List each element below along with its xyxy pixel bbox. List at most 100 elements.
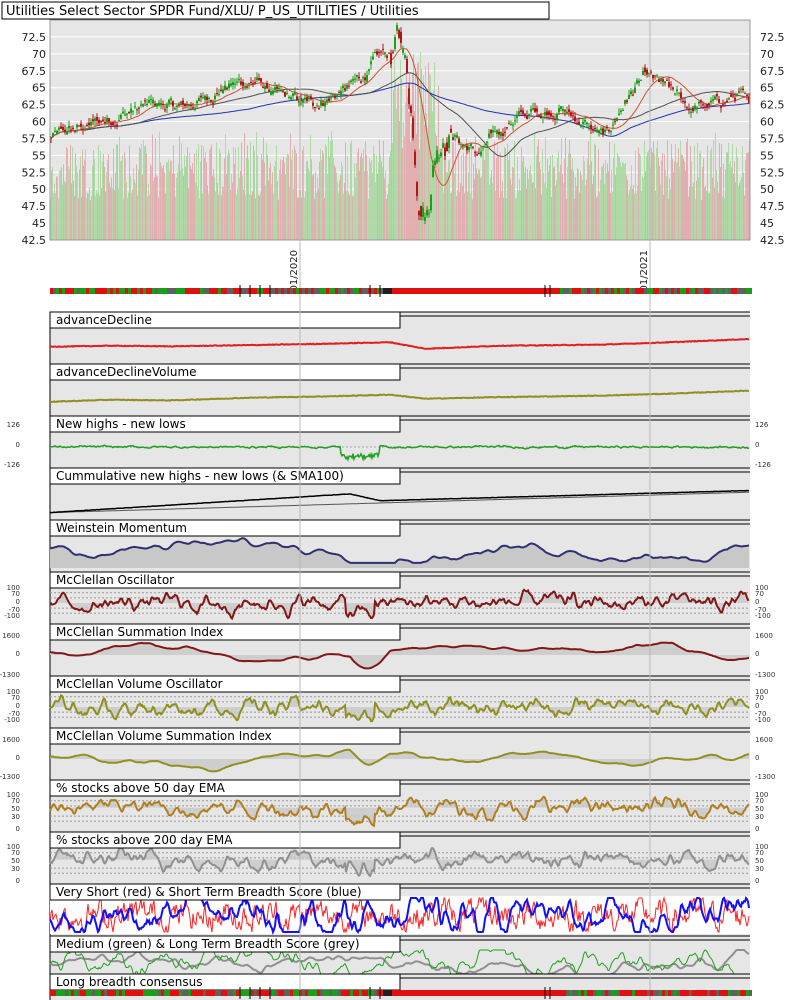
consensus-cell: [455, 288, 458, 294]
panel-y-label-right: 70: [755, 797, 764, 805]
panel-y-label-right: -100: [755, 612, 771, 620]
volume-bar: [330, 140, 331, 240]
consensus-cell: [281, 990, 284, 996]
volume-bar: [538, 139, 539, 240]
volume-bar: [134, 179, 135, 240]
volume-bar: [342, 165, 343, 240]
consensus-cell: [104, 990, 107, 996]
volume-bar: [354, 163, 355, 240]
consensus-cell: [257, 990, 260, 996]
consensus-cell: [560, 288, 563, 294]
volume-bar: [688, 196, 689, 240]
volume-bar: [125, 158, 126, 240]
consensus-cell: [65, 990, 68, 996]
volume-bar: [379, 140, 380, 240]
consensus-cell: [602, 288, 605, 294]
candle-body: [338, 92, 340, 94]
candle-body: [456, 135, 458, 138]
volume-bar: [495, 190, 496, 240]
volume-bar: [660, 184, 661, 240]
candle-body: [204, 95, 206, 100]
candle-body: [234, 83, 236, 85]
volume-bar: [155, 137, 156, 240]
volume-bar: [571, 169, 572, 240]
consensus-cell: [575, 990, 578, 996]
panel-title-box: [49, 727, 401, 745]
volume-bar: [407, 96, 408, 240]
consensus-cell: [71, 990, 74, 996]
consensus-cell: [419, 288, 422, 294]
candle-body: [426, 209, 428, 216]
volume-bar: [183, 175, 184, 240]
consensus-cell: [590, 288, 593, 294]
volume-bar: [522, 161, 523, 240]
consensus-cell: [476, 990, 479, 996]
volume-bar: [548, 171, 549, 240]
volume-bar: [108, 154, 109, 240]
consensus-cell: [209, 990, 212, 996]
y-tick-left: 42.5: [22, 234, 47, 247]
volume-bar: [558, 151, 559, 240]
volume-bar: [700, 150, 701, 240]
candle-body: [460, 144, 462, 146]
candle-body: [666, 79, 668, 81]
consensus-cell: [263, 990, 266, 996]
consensus-cell: [689, 990, 692, 996]
candle-body: [484, 146, 486, 148]
volume-bar: [188, 187, 189, 240]
consensus-cell: [482, 990, 485, 996]
consensus-cell: [233, 288, 236, 294]
consensus-cell: [488, 990, 491, 996]
volume-bar: [468, 172, 469, 240]
volume-bar: [709, 193, 710, 240]
volume-bar: [524, 172, 525, 240]
consensus-cell: [419, 990, 422, 996]
consensus-cell: [719, 990, 722, 996]
candle-body: [632, 94, 634, 96]
consensus-cell: [536, 990, 539, 996]
volume-bar: [634, 193, 635, 240]
volume-bar: [259, 196, 260, 240]
volume-bar: [458, 150, 459, 240]
panel-y-label-left: 0: [16, 598, 20, 606]
candle-body: [722, 104, 724, 106]
consensus-cell: [149, 288, 152, 294]
panel-title: % stocks above 200 day EMA: [56, 833, 233, 847]
consensus-cell: [512, 990, 515, 996]
consensus-cell: [503, 990, 506, 996]
volume-bar: [625, 162, 626, 240]
volume-bar: [392, 142, 393, 240]
volume-bar: [193, 173, 194, 240]
candle-body: [202, 97, 204, 99]
candle-body: [304, 97, 306, 99]
volume-bar: [130, 176, 131, 240]
volume-bar: [175, 196, 176, 240]
volume-bar: [348, 192, 349, 240]
consensus-cell: [587, 288, 590, 294]
consensus-cell: [539, 288, 542, 294]
panel-y-label-left: 100: [7, 791, 20, 799]
consensus-cell: [305, 288, 308, 294]
volume-bar: [334, 165, 335, 240]
volume-bar: [89, 187, 90, 240]
volume-bar: [263, 137, 264, 240]
volume-bar: [462, 185, 463, 240]
consensus-cell: [608, 990, 611, 996]
panel-title: Long breadth consensus: [56, 975, 203, 989]
consensus-cell: [566, 990, 569, 996]
consensus-cell: [452, 288, 455, 294]
consensus-cell: [155, 990, 158, 996]
candle-body: [192, 107, 194, 109]
volume-bar: [425, 66, 426, 240]
candle-body: [730, 94, 732, 97]
consensus-cell: [410, 288, 413, 294]
candle-body: [308, 97, 310, 99]
volume-bar: [179, 136, 180, 240]
volume-bar: [641, 190, 642, 240]
candle-body: [434, 160, 436, 166]
candle-body: [372, 56, 374, 60]
volume-bar: [612, 192, 613, 240]
candle-body: [432, 165, 434, 178]
panel-y-label-right: 100: [755, 688, 768, 696]
consensus-cell: [455, 990, 458, 996]
